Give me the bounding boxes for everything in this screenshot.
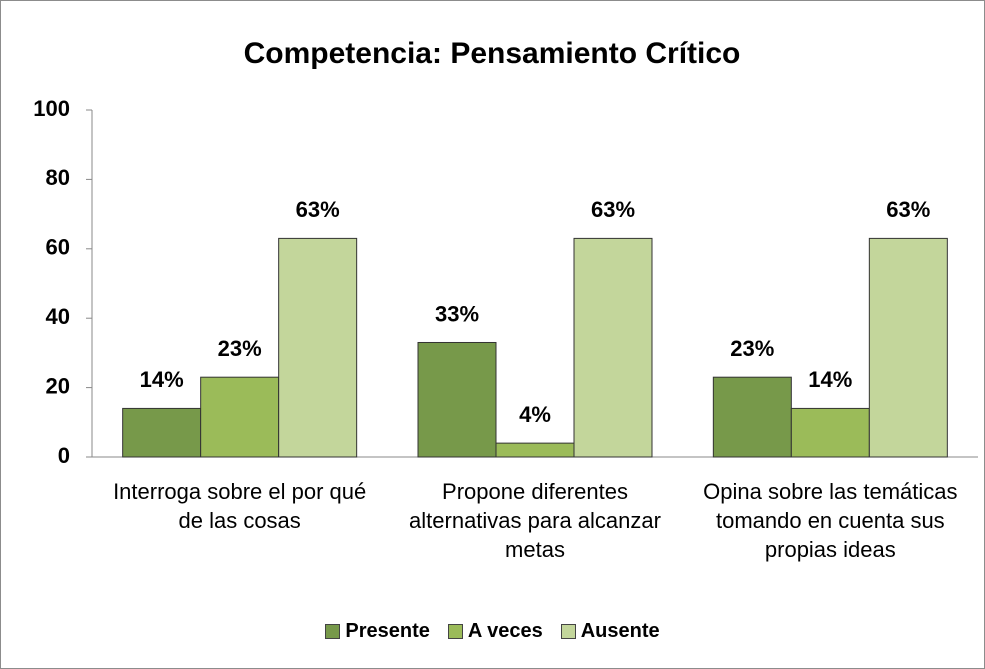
bar (200, 376, 280, 458)
legend-item: Ausente (560, 620, 660, 643)
legend: Presente A veces Ausente (0, 620, 985, 643)
value-label: 23% (218, 336, 262, 361)
value-label: 14% (140, 367, 184, 392)
legend-label: A veces (467, 620, 543, 642)
value-label: 23% (730, 336, 774, 361)
legend-item: Presente (325, 620, 430, 643)
legend-label: Ausente (580, 620, 660, 642)
value-label: 14% (808, 367, 852, 392)
bar (495, 442, 575, 458)
y-tick-label: 20 (46, 373, 70, 398)
y-tick-label: 80 (46, 165, 70, 190)
legend-swatch (560, 624, 576, 639)
legend-swatch (325, 624, 341, 639)
x-tick-label: Propone diferentes alternativas para alc… (409, 479, 661, 562)
y-tick-label: 60 (46, 235, 70, 260)
value-label: 63% (886, 197, 930, 222)
value-label: 4% (519, 402, 551, 427)
bar (573, 237, 653, 458)
y-tick-label: 0 (58, 443, 70, 468)
y-tick-label: 100 (33, 96, 70, 121)
legend-item: A veces (447, 620, 543, 643)
bar (122, 407, 202, 458)
legend-swatch (447, 624, 463, 639)
bar (868, 237, 948, 458)
x-tick-label: Opina sobre las temáticas tomando en cue… (703, 479, 958, 562)
x-tick-label: Interroga sobre el por qué de las cosas (113, 479, 367, 533)
value-label: 63% (591, 197, 635, 222)
bar (790, 407, 870, 458)
bar (712, 376, 792, 458)
value-label: 33% (435, 301, 479, 326)
chart-title: Competencia: Pensamiento Crítico (244, 37, 741, 70)
bar (417, 341, 497, 458)
legend-label: Presente (345, 620, 430, 642)
y-tick-label: 40 (46, 304, 70, 329)
bar (278, 237, 358, 458)
value-label: 63% (296, 197, 340, 222)
